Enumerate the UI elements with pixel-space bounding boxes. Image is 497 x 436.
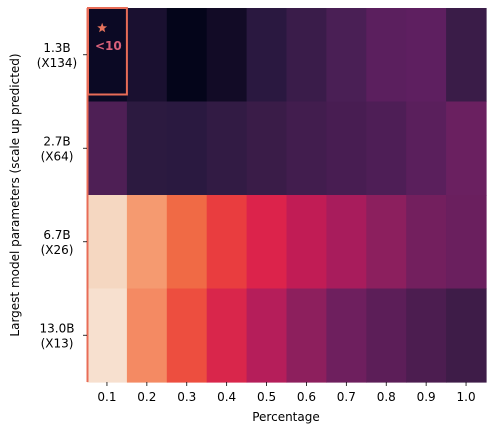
y-tick-label-0-line1: 1.3B	[43, 41, 70, 55]
y-tick-label-3-line2: (X13)	[41, 336, 74, 350]
heatmap-cell-r2-c0	[87, 195, 128, 290]
x-axis-ticks: 0.1 0.2 0.3 0.4 0.5 0.6 0.7 0.8 0.9 1.0	[97, 382, 476, 404]
heatmap-cell-r0-c7	[366, 8, 407, 103]
x-tick-label-8: 0.9	[417, 390, 436, 404]
heatmap-cell-r0-c3	[206, 8, 248, 103]
highlight-box	[87, 7, 128, 96]
x-tick-label-1: 0.2	[137, 390, 156, 404]
y-tick-label-1-line1: 2.7B	[43, 134, 70, 148]
heatmap-cell-r3-c8	[406, 288, 447, 383]
heatmap-cell-r3-c7	[366, 288, 407, 383]
heatmap-cell-r0-c6	[326, 8, 367, 103]
heatmap-cell-r0-c0	[87, 8, 128, 103]
heatmap-cell-r1-c7	[366, 101, 407, 196]
x-tick-label-7: 0.8	[377, 390, 396, 404]
y-tick-label-1-line2: (X64)	[41, 149, 74, 163]
heatmap-cell-r1-c6	[326, 101, 367, 196]
heatmap-cell-r0-c8	[406, 8, 447, 103]
heatmap-cell-r3-c5	[286, 288, 327, 383]
heatmap-cell-r1-c4	[246, 101, 288, 196]
heatmap-cell-r3-c4	[246, 288, 288, 383]
highlight-layer: <10	[86, 7, 128, 382]
heatmap-cell-r1-c2	[166, 101, 208, 196]
heatmap-cell-r2-c3	[206, 195, 248, 290]
heatmap-cell-r1-c8	[406, 101, 447, 196]
y-tick-label-3-line1: 13.0B	[40, 321, 75, 335]
heatmap-cell-r3-c6	[326, 288, 367, 383]
heatmap-cell-r0-c5	[286, 8, 327, 103]
heatmap-cell-r0-c9	[446, 8, 487, 103]
heatmap-cell-r1-c1	[126, 101, 168, 196]
heatmap-cell-r2-c7	[366, 195, 407, 290]
y-tick-label-2-line1: 6.7B	[43, 228, 70, 242]
y-axis-ticks: 1.3B(X134) 2.7B(X64) 6.7B(X26) 13.0B(X13)	[37, 41, 87, 350]
x-tick-label-0: 0.1	[97, 390, 116, 404]
heatmap-cell-r2-c2	[166, 195, 208, 290]
heatmap-cell-r1-c0	[87, 101, 128, 196]
heatmap-cell-r1-c3	[206, 101, 248, 196]
heatmap-cell-r0-c2	[166, 8, 208, 103]
heatmap-cell-r3-c2	[166, 288, 208, 383]
x-tick-label-6: 0.7	[337, 390, 356, 404]
heatmap-cell-r3-c9	[446, 288, 487, 383]
y-tick-label-0-line2: (X134)	[37, 56, 78, 70]
x-axis-title: Percentage	[252, 410, 320, 424]
x-tick-label-3: 0.4	[217, 390, 236, 404]
heatmap-cell-r3-c0	[87, 288, 128, 383]
heatmap-cell-r2-c4	[246, 195, 288, 290]
heatmap-cell-r2-c6	[326, 195, 367, 290]
heatmap-cells	[87, 8, 487, 383]
cell-annotation-label: <10	[95, 39, 122, 53]
x-tick-label-4: 0.5	[257, 390, 276, 404]
heatmap-cell-r2-c5	[286, 195, 327, 290]
y-tick-label-2-line2: (X26)	[41, 243, 74, 257]
x-tick-label-9: 1.0	[457, 390, 476, 404]
heatmap-cell-r1-c5	[286, 101, 327, 196]
star-marker-icon	[97, 22, 108, 33]
heatmap-cell-r3-c3	[206, 288, 248, 383]
heatmap-cell-r2-c8	[406, 195, 447, 290]
x-tick-label-2: 0.3	[177, 390, 196, 404]
y-axis-title: Largest model parameters (scale up predi…	[8, 53, 22, 336]
heatmap-cell-r1-c9	[446, 101, 487, 196]
heatmap-cell-r0-c4	[246, 8, 288, 103]
heatmap-cell-r2-c1	[126, 195, 168, 290]
x-tick-label-5: 0.6	[297, 390, 316, 404]
heatmap-cell-r0-c1	[126, 8, 168, 103]
heatmap-cell-r3-c1	[126, 288, 168, 383]
heatmap-cell-r2-c9	[446, 195, 487, 290]
